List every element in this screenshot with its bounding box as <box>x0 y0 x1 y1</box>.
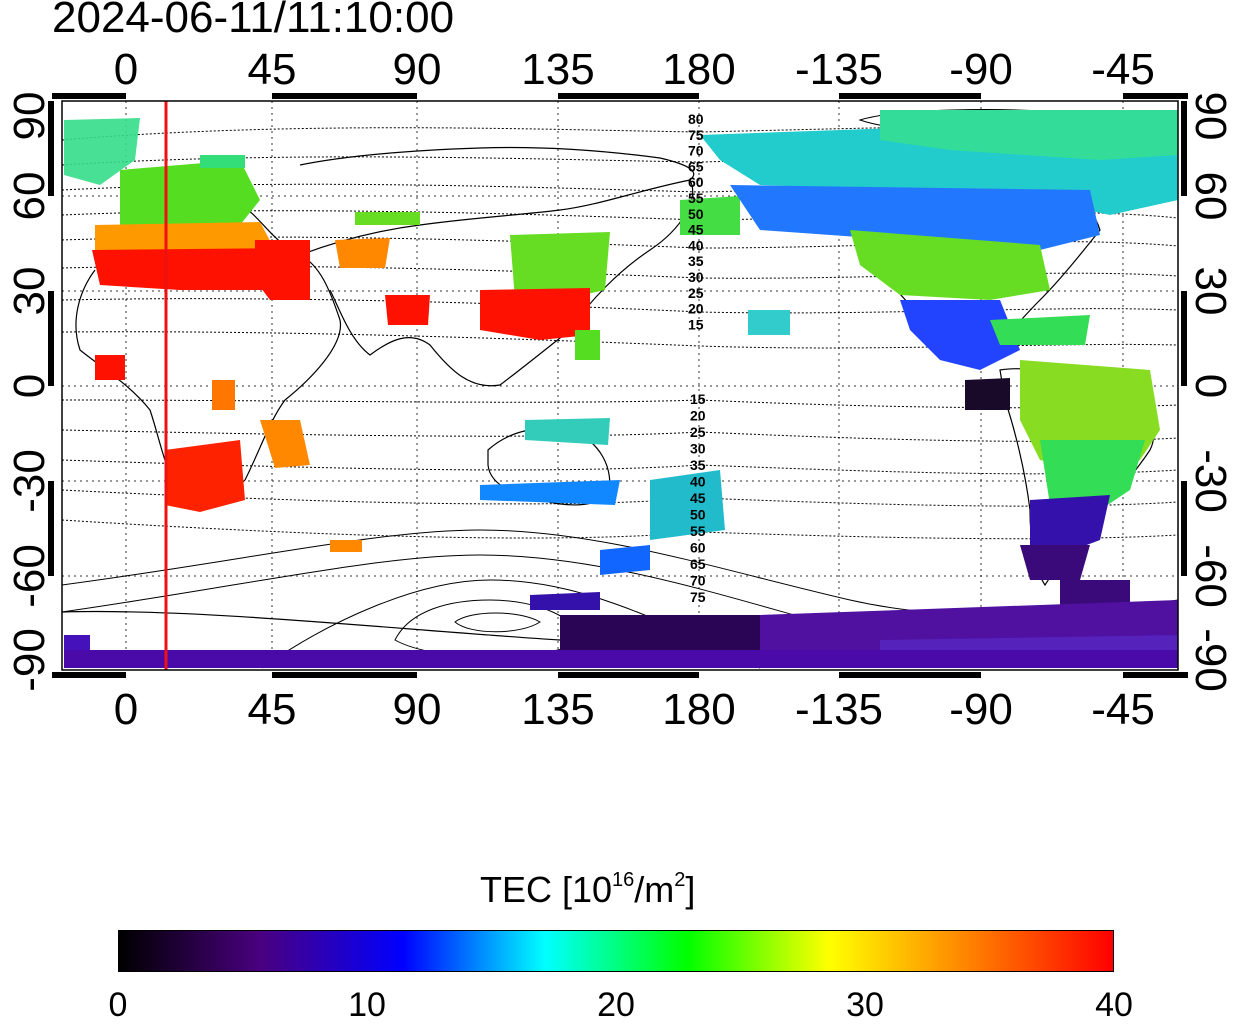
y-tick-right: 0 <box>1186 373 1235 399</box>
x-tick-bottom: 90 <box>392 685 442 734</box>
plot-frame <box>61 100 1179 671</box>
x-tick-bottom: 45 <box>247 685 297 734</box>
contour-label-north: 65 <box>688 158 704 174</box>
colorbar-title: TEC [1016/m2] <box>480 869 696 910</box>
y-tick-right: 90 <box>1186 91 1235 141</box>
colorbar-gradient <box>118 930 1114 972</box>
x-tick-bottom: 0 <box>113 685 139 734</box>
contour-label-south: 75 <box>690 589 706 605</box>
y-tick-right: 30 <box>1186 266 1235 316</box>
contour-label-north: 45 <box>688 222 704 238</box>
contour-label-north: 35 <box>688 253 704 269</box>
x-tick-bottom: -135 <box>794 685 884 734</box>
contour-label-south: 70 <box>690 573 706 589</box>
contour-labels: 8075706560555045403530252015152025303540… <box>688 111 706 605</box>
y-tick-left: 30 <box>5 266 54 316</box>
contour-label-south: 60 <box>690 540 706 556</box>
x-tick-bottom: 180 <box>662 685 736 734</box>
contour-label-south: 40 <box>690 474 706 490</box>
x-tick-top: 180 <box>662 45 736 94</box>
timestamp-title: 2024-06-11/11:10:00 <box>52 0 455 42</box>
x-tick-top: 0 <box>113 45 139 94</box>
x-tick-top: 135 <box>521 45 595 94</box>
lon-grid-lines <box>125 101 1124 670</box>
colorbar-tick: 0 <box>108 986 128 1024</box>
x-tick-bottom: -90 <box>949 685 1013 734</box>
contour-label-south: 55 <box>690 523 706 539</box>
colorbar-title-main: TEC [10 <box>480 869 613 910</box>
y-tick-right: -60 <box>1186 544 1235 608</box>
contour-label-south: 30 <box>690 441 706 457</box>
y-tick-right: -30 <box>1186 449 1235 513</box>
contour-label-south: 20 <box>690 408 706 424</box>
contour-label-north: 20 <box>688 301 704 317</box>
contour-label-south: 45 <box>690 490 706 506</box>
contour-label-north: 80 <box>688 111 704 127</box>
contour-label-north: 75 <box>688 127 704 143</box>
contour-label-north: 30 <box>688 269 704 285</box>
contour-label-south: 50 <box>690 507 706 523</box>
x-tick-top: -90 <box>949 45 1013 94</box>
y-tick-left: 60 <box>5 171 54 221</box>
colorbar-title-unit: /m <box>634 869 675 910</box>
colorbar-tick: 20 <box>597 986 635 1024</box>
colorbar-title-end: ] <box>685 869 696 910</box>
colorbar-tick: 40 <box>1095 986 1133 1024</box>
contour-label-north: 50 <box>688 206 704 222</box>
x-tick-bottom: -45 <box>1091 685 1155 734</box>
x-tick-top: -135 <box>794 45 884 94</box>
contour-label-south: 65 <box>690 556 706 572</box>
y-tick-right: -90 <box>1186 628 1235 692</box>
colorbar-title-exponent: 16 <box>612 869 635 891</box>
y-tick-left: -90 <box>5 628 54 692</box>
colorbar-tick: 30 <box>846 986 884 1024</box>
x-tick-top: -45 <box>1091 45 1155 94</box>
colorbar-title-unit-exponent: 2 <box>674 869 686 891</box>
y-tick-right: 60 <box>1186 171 1235 221</box>
y-tick-left: -60 <box>5 544 54 608</box>
contour-label-south: 25 <box>690 424 706 440</box>
contour-label-south: 15 <box>690 391 706 407</box>
contour-label-north: 55 <box>688 190 704 206</box>
contour-label-south: 35 <box>690 457 706 473</box>
y-tick-left: -30 <box>5 449 54 513</box>
y-tick-left: 90 <box>5 91 54 141</box>
contour-label-north: 25 <box>688 285 704 301</box>
contour-label-north: 40 <box>688 237 704 253</box>
contour-label-north: 15 <box>688 316 704 332</box>
colorbar-tick: 10 <box>348 986 386 1024</box>
x-tick-bottom: 135 <box>521 685 595 734</box>
contour-label-north: 70 <box>688 143 704 159</box>
y-tick-left: 0 <box>5 373 54 399</box>
x-tick-top: 45 <box>247 45 297 94</box>
contour-label-north: 60 <box>688 174 704 190</box>
frame-tick-bars <box>48 93 1188 678</box>
x-tick-top: 90 <box>392 45 442 94</box>
tec-data-patches <box>64 110 1178 668</box>
